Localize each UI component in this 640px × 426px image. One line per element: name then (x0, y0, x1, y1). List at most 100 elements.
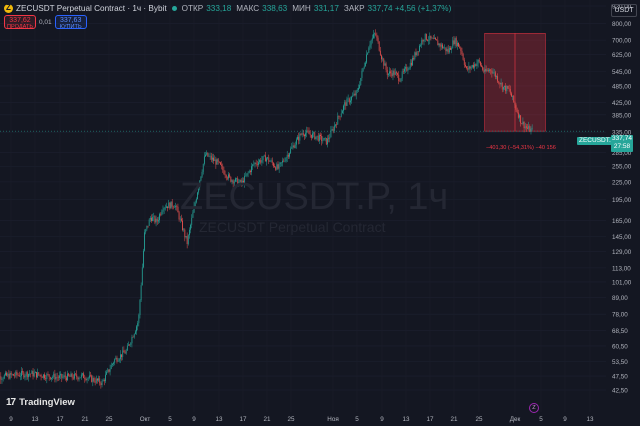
candle-body (98, 378, 99, 381)
candle-body (499, 82, 501, 85)
candle-body (49, 377, 51, 380)
candle-body (258, 162, 259, 165)
candle-body (134, 331, 136, 334)
candle-body (106, 371, 108, 375)
trade-buttons: 337,62 ПРОДАТЬ 0,01 337,63 КУПИТЬ (4, 15, 87, 30)
candle-body (190, 224, 191, 230)
candle-body (202, 163, 204, 172)
candle-body (209, 155, 211, 157)
candle-body (198, 187, 200, 193)
candle-body (378, 41, 380, 51)
candle-body (502, 86, 504, 90)
symbol-title[interactable]: ZECUSDT Perpetual Contract · 1ч · Bybit (16, 3, 167, 13)
candle-body (514, 101, 516, 106)
candle-body (367, 52, 369, 55)
candle-body (371, 37, 373, 41)
time-tick-label: 17 (426, 416, 434, 423)
candle-body (521, 123, 523, 124)
candle-body (324, 138, 326, 139)
time-axis[interactable]: 9 13 17 21 25 Окт 5 9 13 17 21 25 Ноя 5 9 13 17 21 25 Дек 5 9… (9, 416, 594, 423)
candle-body (240, 179, 242, 184)
candle-body (440, 44, 442, 47)
candle-body (279, 162, 281, 164)
candle-body (59, 375, 60, 378)
buy-label: КУПИТЬ (59, 24, 82, 30)
candle-body (469, 66, 471, 69)
candle-body (309, 134, 311, 135)
candle-body (2, 378, 4, 380)
candle-body (223, 169, 225, 175)
candle-body (383, 58, 385, 66)
candle-body (24, 375, 26, 378)
candle-body (148, 219, 150, 226)
candle-body (101, 381, 103, 386)
candle-body (445, 47, 447, 52)
price-axis[interactable]: 920,00 800,00 700,00 625,00 545,00 485,00 425,… (612, 4, 632, 395)
measure-box[interactable] (484, 33, 546, 132)
candle-body (406, 67, 408, 71)
candle-body (193, 206, 195, 213)
candle-body (65, 377, 67, 381)
candle-body (105, 374, 106, 382)
candle-body (259, 160, 260, 163)
currency-selector[interactable]: USDT (611, 4, 637, 17)
candle-body (346, 98, 348, 106)
candle-body (252, 164, 254, 167)
candle-body (486, 70, 488, 72)
candle-body (164, 207, 166, 209)
candle-body (409, 62, 411, 68)
candle-body (51, 377, 52, 380)
candle-body (491, 70, 493, 74)
candle-body (177, 206, 179, 213)
ohlc-close-value: 337,74 +4,56 (+1,37%) (367, 3, 452, 13)
candle-body (139, 300, 141, 316)
candle-body (61, 373, 63, 378)
candle-body (70, 373, 72, 377)
candle-body (91, 375, 93, 382)
buy-button[interactable]: 337,63 КУПИТЬ (54, 15, 87, 30)
candle-body (261, 160, 263, 163)
candle-body (156, 218, 158, 222)
candle-body (301, 133, 303, 135)
candle-body (264, 155, 266, 162)
tradingview-brand: TradingView (19, 397, 75, 408)
candle-body (269, 161, 271, 162)
candle-body (243, 180, 244, 184)
ohlc-high-label: МАКС (236, 3, 260, 13)
candle-body (224, 174, 226, 176)
candle-body (47, 374, 49, 375)
event-marker-icon[interactable]: Z (529, 403, 539, 413)
bar-countdown: 27:58 (613, 142, 631, 150)
candle-body (476, 63, 478, 67)
candle-body (337, 115, 339, 125)
ohlc-high-value: 338,63 (262, 3, 288, 13)
candle-body (307, 130, 309, 132)
candle-body (84, 378, 86, 380)
candle-body (524, 126, 526, 129)
candle-body (185, 236, 187, 238)
time-tick-label: 17 (239, 416, 247, 423)
tradingview-logo[interactable]: 17 TradingView (6, 397, 75, 408)
candle-body (421, 40, 423, 46)
candle-body (283, 160, 285, 162)
market-open-indicator-icon (171, 5, 177, 11)
candle-body (315, 136, 317, 140)
candle-body (133, 333, 135, 338)
buy-price: 337,63 (59, 17, 82, 24)
candle-body (300, 133, 302, 135)
candle-body (277, 164, 279, 169)
candle-body (370, 40, 372, 45)
candle-body (32, 371, 34, 377)
candle-body (26, 372, 28, 378)
time-tick-label: 13 (215, 416, 223, 423)
candle-body (456, 42, 458, 46)
sell-button[interactable]: 337,62 ПРОДАТЬ (4, 15, 36, 30)
candle-body (56, 376, 58, 378)
candle-body (393, 70, 395, 75)
candle-body (86, 378, 88, 381)
candle-body (194, 202, 196, 207)
candle-body (327, 138, 328, 145)
candle-body (451, 48, 453, 50)
candle-body (318, 134, 320, 141)
